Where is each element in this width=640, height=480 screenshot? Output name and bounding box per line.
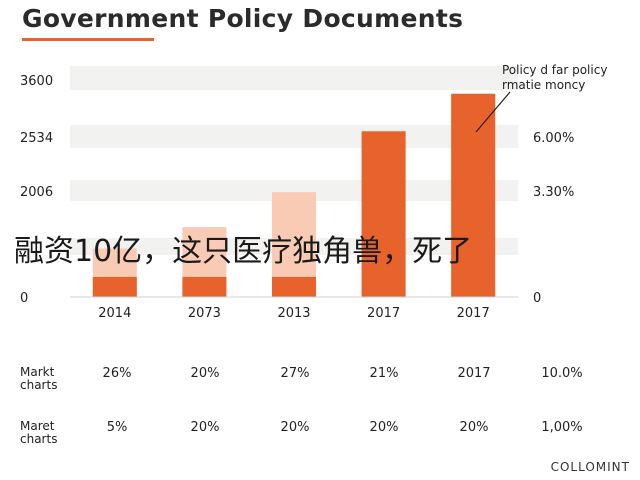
table-cell: 20% <box>369 420 399 435</box>
y-tick-left: 3600 <box>20 74 53 89</box>
x-tick: 2017 <box>457 306 490 321</box>
bar-dark-5 <box>451 93 496 298</box>
table-cell: 21% <box>369 366 399 381</box>
y-axis-left: 3600 2534 2006 0 <box>20 74 53 306</box>
page-title: Government Policy Documents <box>22 4 464 33</box>
x-tick: 2017 <box>367 306 400 321</box>
grid-band <box>70 66 518 90</box>
grid-band <box>70 180 518 201</box>
row-label-line-1: Markt <box>20 365 55 379</box>
table-cell: 26% <box>102 366 132 381</box>
table-row-label: Markt charts <box>20 366 57 392</box>
bar-dark-3 <box>272 276 316 297</box>
table-cell: 27% <box>280 366 310 381</box>
annotation-line-2: rmatie moncy <box>502 78 585 92</box>
row-label-line-2: charts <box>20 432 58 446</box>
x-tick: 2073 <box>188 306 221 321</box>
table-cell: 20% <box>459 420 489 435</box>
y-tick-left: 2534 <box>20 131 53 146</box>
bar-dark-2 <box>182 276 227 297</box>
table-row-label: Maret charts <box>20 420 57 446</box>
y-axis-right: 6.00% 3.30% 0 <box>533 131 574 306</box>
bar-dark-1 <box>92 276 137 297</box>
table-cell: 10.0% <box>541 366 583 381</box>
y-tick-left: 0 <box>20 291 28 306</box>
row-label-line-2: charts <box>20 378 58 392</box>
title-underline <box>22 38 154 41</box>
bars <box>92 93 496 298</box>
brand-logo-text: COLLOMINT <box>550 460 630 474</box>
y-tick-right: 0 <box>533 291 541 306</box>
overlay-caption: 融资10亿，这只医疗独角兽，死了 <box>14 234 473 269</box>
row-label-line-1: Maret <box>20 419 55 433</box>
y-tick-left: 2006 <box>20 185 53 200</box>
table-cell: 20% <box>190 366 220 381</box>
x-axis: 2014 2073 2013 2017 2017 <box>98 306 489 321</box>
annotation-line-1: Policy d far policy <box>502 63 607 77</box>
annotation-arrow <box>475 91 511 133</box>
y-tick-right: 3.30% <box>533 185 574 200</box>
y-tick-right: 6.00% <box>533 131 574 146</box>
table-cell: 20% <box>190 420 220 435</box>
x-tick: 2014 <box>98 306 131 321</box>
table-cell: 2017 <box>457 366 491 381</box>
grid-band <box>70 125 518 148</box>
table-cell: 5% <box>106 420 128 435</box>
table-cell: 20% <box>280 420 310 435</box>
table-cell: 1,00% <box>541 420 583 435</box>
x-tick: 2013 <box>277 306 310 321</box>
bar-dark-4 <box>361 131 406 297</box>
